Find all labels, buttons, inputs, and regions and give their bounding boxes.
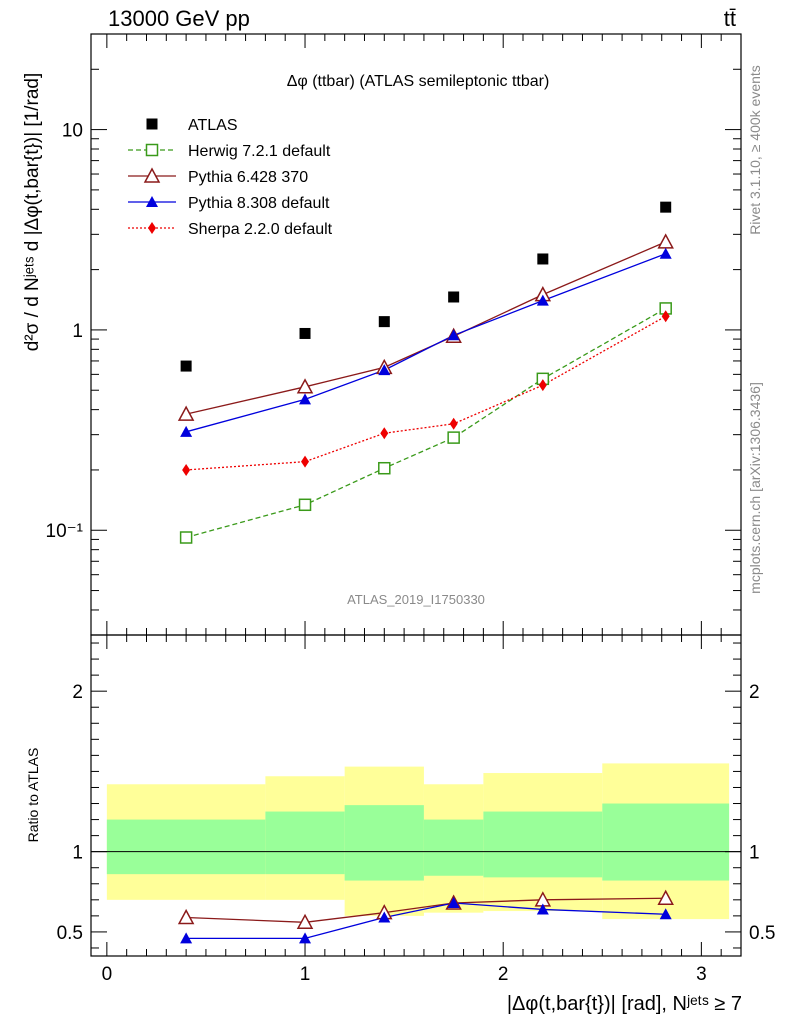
ratio-band-inner	[265, 811, 345, 875]
main-point-sherpa-2-2-0-default	[661, 310, 670, 323]
side-label-lower: mcplots.cern.ch [arXiv:1306.3436]	[747, 382, 763, 594]
ratio-point-pythia-8-308-default	[447, 897, 460, 909]
y-tick-label-right: 1	[749, 843, 760, 864]
main-point-atlas	[537, 253, 549, 265]
y-tick-label: 0.5	[57, 923, 83, 944]
ratio-band-inner	[483, 811, 603, 878]
legend-marker	[148, 222, 156, 234]
data-markers	[177, 201, 674, 944]
y-tick-label-right: 0.5	[749, 923, 775, 944]
x-tick-label: 0	[102, 964, 113, 985]
legend-label: ATLAS	[188, 117, 238, 134]
ratio-line-pythia-8-308-default	[186, 902, 666, 939]
main-point-herwig-7-2-1-default	[179, 531, 193, 544]
legend-label: Pythia 8.308 default	[188, 195, 330, 212]
x-tick-label: 1	[300, 964, 311, 985]
ratio-band-inner	[423, 819, 484, 876]
main-point-pythia-6-428-370	[296, 378, 314, 394]
ratio-point-pythia-8-308-default	[299, 932, 312, 944]
main-point-sherpa-2-2-0-default	[449, 417, 458, 430]
ratio-point-pythia-6-428-370	[657, 889, 674, 905]
ratio-line-pythia-6-428-370	[186, 897, 666, 923]
y-tick-label: 1	[72, 843, 83, 864]
watermark: ATLAS_2019_I1750330	[347, 592, 485, 607]
main-point-atlas	[378, 316, 390, 328]
main-point-atlas	[448, 291, 460, 303]
legend-marker	[146, 118, 158, 130]
ratio-point-pythia-8-308-default	[659, 908, 672, 920]
x-tick-label: 2	[498, 964, 509, 985]
main-point-pythia-8-308-default	[299, 393, 312, 405]
ratio-band-inner	[602, 803, 730, 881]
legend-marker	[146, 196, 158, 207]
main-point-herwig-7-2-1-default	[298, 498, 312, 512]
x-tick-label: 3	[696, 964, 707, 985]
main-point-sherpa-2-2-0-default	[538, 379, 547, 392]
header-left: 13000 GeV pp	[108, 6, 250, 31]
main-point-atlas	[299, 327, 311, 339]
axes: 0 1 2 3 10⁻¹ 1 10 0.5 0.5 1 1 2 2	[46, 33, 775, 985]
main-point-pythia-8-308-default	[659, 247, 672, 259]
y-tick-label: 1	[72, 321, 83, 342]
main-point-pythia-8-308-default	[536, 294, 549, 306]
main-point-sherpa-2-2-0-default	[380, 427, 389, 440]
main-point-pythia-6-428-370	[177, 405, 195, 421]
main-point-sherpa-2-2-0-default	[182, 463, 191, 476]
legend-label: Sherpa 2.2.0 default	[188, 221, 333, 238]
main-line-sherpa-2-2-0-default	[186, 315, 667, 471]
y-tick-label: 10⁻¹	[46, 521, 84, 542]
legend-label: Herwig 7.2.1 default	[188, 143, 331, 160]
ratio-point-pythia-8-308-default	[180, 932, 193, 944]
main-point-atlas	[660, 201, 672, 213]
ratio-band-inner	[106, 819, 266, 875]
main-point-sherpa-2-2-0-default	[301, 455, 310, 468]
main-point-atlas	[180, 360, 192, 372]
main-point-herwig-7-2-1-default	[378, 461, 391, 475]
main-point-pythia-6-428-370	[657, 233, 674, 249]
ratio-point-pythia-8-308-default	[536, 903, 549, 915]
x-axis-label: |Δφ(t,bar{t})| [rad], Nʲᵉᵗˢ ≥ 7	[507, 993, 742, 1015]
y-axis-label-top: d²σ / d Nʲᵉᵗˢ d |Δφ(t,bar{t})| [1/rad]	[22, 73, 43, 352]
main-line-pythia-8-308-default	[185, 253, 666, 433]
ratio-point-pythia-6-428-370	[177, 908, 195, 925]
main-title: Δφ (ttbar) (ATLAS semileptonic ttbar)	[287, 73, 550, 90]
legend: ATLAS Herwig 7.2.1 default Pythia 6.428 37…	[128, 117, 333, 238]
ratio-point-pythia-6-428-370	[296, 913, 314, 930]
main-point-pythia-8-308-default	[447, 329, 460, 341]
legend-marker	[145, 143, 159, 157]
legend-marker	[143, 167, 161, 183]
main-line-herwig-7-2-1-default	[185, 307, 667, 539]
y-tick-label: 10	[62, 121, 83, 142]
ratio-point-pythia-8-308-default	[378, 911, 391, 923]
ratio-band-inner	[344, 805, 424, 881]
ratio-panel-frame	[90, 634, 742, 957]
main-line-pythia-6-428-370	[185, 241, 666, 415]
legend-label: Pythia 6.428 370	[188, 169, 308, 186]
main-point-pythia-8-308-default	[180, 425, 193, 437]
main-point-pythia-8-308-default	[378, 364, 391, 376]
side-label-upper: Rivet 3.1.10, ≥ 400k events	[747, 65, 763, 235]
y-tick-label-right: 2	[749, 682, 760, 703]
y-tick-label: 2	[72, 682, 83, 703]
ratio-bands	[91, 763, 741, 920]
main-point-herwig-7-2-1-default	[447, 431, 460, 444]
series-lines	[185, 241, 667, 939]
y-axis-label-ratio: Ratio to ATLAS	[25, 748, 41, 843]
header-right: tt̄	[724, 6, 736, 31]
